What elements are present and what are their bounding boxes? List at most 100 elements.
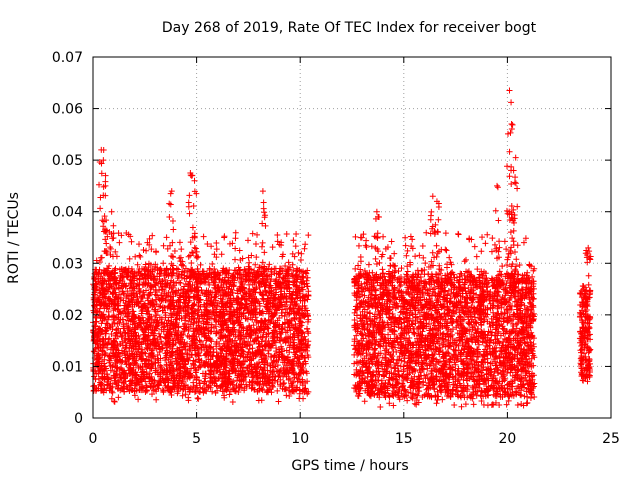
data-point	[164, 245, 171, 252]
data-point	[293, 230, 300, 237]
data-point	[179, 392, 186, 399]
data-point	[274, 232, 281, 239]
data-point	[218, 251, 225, 258]
data-points	[90, 87, 594, 410]
data-point	[252, 241, 259, 248]
data-point	[93, 257, 100, 264]
data-point	[255, 397, 262, 404]
data-point	[299, 273, 306, 280]
data-point	[304, 328, 311, 335]
data-point	[139, 306, 146, 313]
data-point	[195, 395, 202, 402]
data-point	[171, 248, 178, 255]
data-point	[213, 312, 220, 319]
data-point	[176, 239, 183, 246]
data-point	[137, 253, 144, 260]
data-point	[423, 371, 430, 378]
data-point	[209, 388, 216, 395]
data-point	[285, 259, 292, 266]
data-point	[244, 237, 251, 244]
data-point	[305, 232, 312, 239]
data-point	[402, 234, 409, 241]
data-point	[204, 241, 211, 248]
data-point	[292, 243, 299, 250]
data-point	[149, 232, 156, 239]
data-point	[197, 261, 204, 268]
data-point	[232, 229, 239, 236]
data-point	[226, 391, 233, 398]
data-point	[279, 306, 286, 313]
data-point	[269, 244, 276, 251]
data-point	[478, 248, 485, 255]
data-point	[407, 233, 414, 240]
data-point	[116, 239, 123, 246]
data-point	[111, 398, 118, 405]
data-point	[160, 242, 167, 249]
data-point	[301, 245, 308, 252]
data-point	[266, 261, 273, 268]
data-point	[102, 351, 109, 358]
data-point	[128, 238, 135, 245]
data-point	[443, 247, 450, 254]
data-point	[136, 252, 143, 259]
data-point	[142, 261, 149, 268]
data-point	[168, 260, 175, 267]
data-point	[105, 336, 112, 343]
data-point	[146, 235, 153, 242]
data-point	[274, 387, 281, 394]
data-point	[484, 231, 491, 238]
data-point	[153, 396, 160, 403]
data-point	[180, 262, 187, 269]
data-point	[160, 260, 167, 267]
data-point	[115, 394, 122, 401]
data-point	[290, 237, 297, 244]
data-point	[281, 380, 288, 387]
data-point	[259, 259, 266, 266]
data-point	[232, 235, 239, 242]
data-point	[283, 231, 290, 238]
data-point	[499, 263, 506, 270]
data-point	[352, 265, 359, 272]
data-point	[194, 395, 201, 402]
data-point	[200, 233, 207, 240]
data-point	[442, 230, 449, 237]
data-point	[111, 305, 118, 312]
data-point	[249, 230, 256, 237]
data-point	[278, 288, 285, 295]
data-point	[304, 325, 311, 332]
data-point	[178, 246, 185, 253]
data-point	[221, 234, 228, 241]
data-point	[185, 397, 192, 404]
data-point	[176, 255, 183, 262]
data-point	[132, 253, 139, 260]
data-point	[297, 256, 304, 263]
data-point	[176, 279, 183, 286]
data-point	[135, 396, 142, 403]
data-point	[419, 243, 426, 250]
data-point	[294, 333, 301, 340]
data-point	[296, 395, 303, 402]
data-point	[213, 240, 220, 247]
data-point	[250, 322, 257, 329]
data-point	[363, 244, 370, 250]
data-point	[178, 262, 185, 269]
data-point	[194, 384, 201, 391]
data-point	[275, 398, 282, 405]
data-point	[143, 247, 150, 254]
data-point	[295, 249, 302, 256]
data-point	[302, 241, 309, 248]
data-point	[377, 403, 384, 410]
chart-title: Day 268 of 2019, Rate Of TEC Index for r…	[162, 20, 537, 36]
data-point	[105, 312, 112, 319]
data-point	[163, 234, 170, 241]
data-point	[126, 255, 133, 262]
data-point	[147, 383, 154, 390]
data-point	[283, 392, 290, 399]
data-point	[246, 259, 253, 266]
data-point	[136, 241, 143, 248]
data-point	[210, 349, 217, 356]
data-point	[298, 250, 305, 257]
data-point	[232, 256, 239, 263]
data-point	[229, 398, 236, 405]
